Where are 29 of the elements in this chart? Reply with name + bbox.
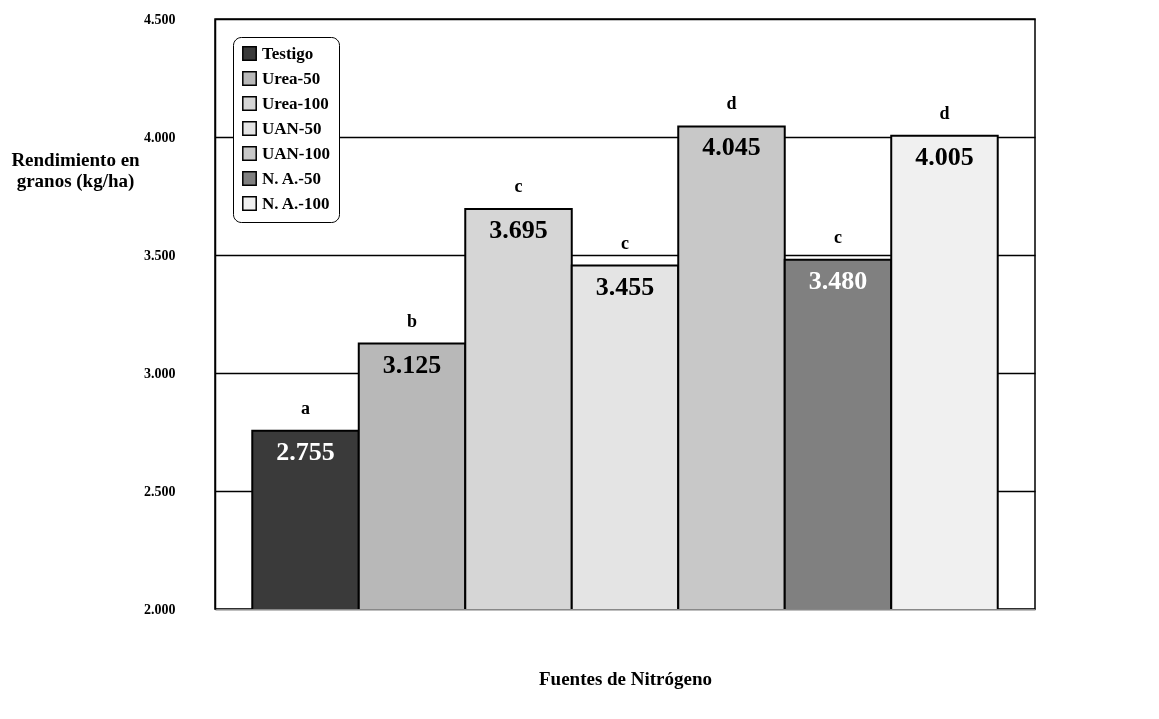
legend-label: Testigo bbox=[262, 43, 314, 63]
data-label: 3.480 bbox=[808, 265, 868, 295]
legend-label: Urea-50 bbox=[262, 68, 321, 88]
legend-label: UAN-50 bbox=[262, 118, 322, 138]
data-label: 3.455 bbox=[595, 271, 655, 301]
x-axis-title: Fuentes de Nitrógeno bbox=[538, 667, 713, 689]
annotation: a bbox=[301, 397, 311, 418]
annotation: c bbox=[621, 232, 629, 253]
y-tick-label: 3.500 bbox=[144, 247, 176, 263]
legend-label: N. A.-50 bbox=[262, 168, 322, 188]
annotation: c bbox=[833, 226, 842, 247]
annotation: d bbox=[939, 102, 950, 123]
y-tick-label: 4.500 bbox=[144, 11, 176, 27]
data-label: 3.695 bbox=[489, 214, 548, 244]
y-tick-label: 2.500 bbox=[144, 483, 176, 499]
data-label: 4.045 bbox=[702, 132, 761, 162]
y-tick-label: 2.000 bbox=[144, 601, 176, 617]
annotation: b bbox=[407, 310, 418, 331]
y-tick-label: 4.000 bbox=[144, 129, 176, 145]
legend-label: UAN-100 bbox=[262, 143, 330, 163]
data-label: 4.005 bbox=[915, 141, 974, 171]
y-tick-label: 3.000 bbox=[144, 365, 176, 381]
annotation: d bbox=[726, 93, 737, 114]
legend-label: N. A.-100 bbox=[262, 193, 330, 213]
legend-label: Urea-100 bbox=[262, 93, 329, 113]
data-label: 2.755 bbox=[276, 436, 335, 466]
data-label: 3.125 bbox=[382, 349, 442, 379]
y-axis-title: Rendimiento en granos (kg/ha) bbox=[11, 148, 141, 192]
annotation: c bbox=[514, 175, 523, 196]
